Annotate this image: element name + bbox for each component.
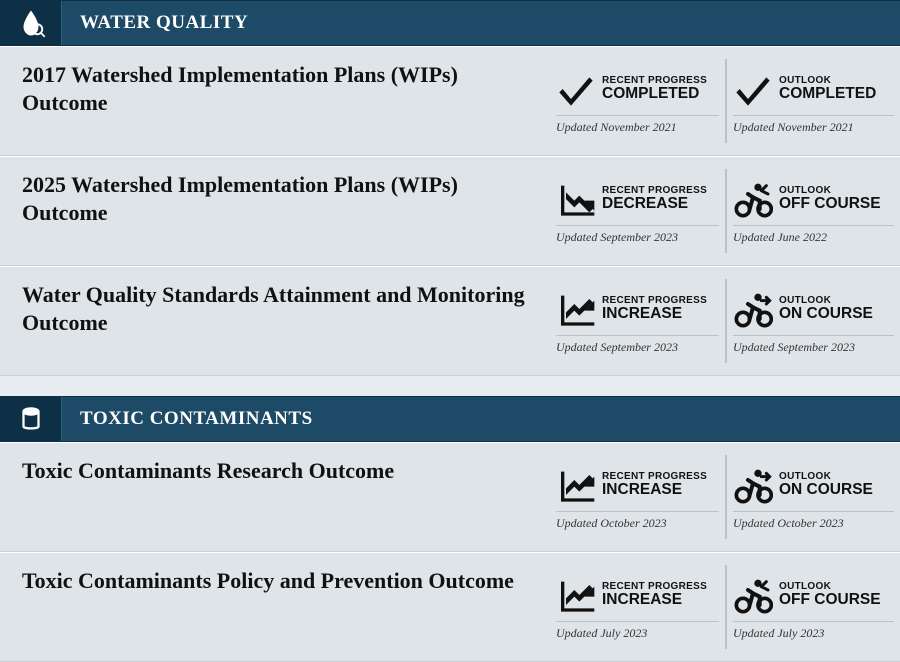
section-title: TOXIC CONTAMINANTS — [62, 408, 313, 430]
outcome-title: Water Quality Standards Attainment and M… — [0, 267, 550, 375]
increase-icon — [556, 465, 596, 505]
outlook-value: COMPLETED — [779, 86, 876, 102]
section-header: WATER QUALITY — [0, 0, 900, 46]
progress-updated: Updated September 2023 — [556, 335, 719, 355]
outcome-row: Toxic Contaminants Policy and Prevention… — [0, 552, 900, 662]
outlook-value: OFF COURSE — [779, 196, 881, 212]
outcome-row: Toxic Contaminants Research Outcome RECE… — [0, 442, 900, 552]
outcome-title: Toxic Contaminants Policy and Prevention… — [0, 553, 550, 661]
outlook-col: OUTLOOK COMPLETED Updated November 2021 — [725, 59, 900, 143]
recent-progress-value: INCREASE — [602, 482, 707, 498]
outlook-updated: Updated November 2021 — [733, 115, 894, 135]
section-gap — [0, 376, 900, 396]
outcome-title: 2017 Watershed Implementation Plans (WIP… — [0, 47, 550, 155]
section-icon — [0, 397, 62, 441]
outlook-col: OUTLOOK OFF COURSE Updated July 2023 — [725, 565, 900, 649]
recent-progress-col: RECENT PROGRESS INCREASE Updated July 20… — [550, 553, 725, 661]
outcome-row: 2025 Watershed Implementation Plans (WIP… — [0, 156, 900, 266]
decrease-icon — [556, 179, 596, 219]
checkmark-icon — [733, 69, 773, 109]
off_course-icon — [733, 179, 773, 219]
recent-progress-col: RECENT PROGRESS INCREASE Updated October… — [550, 443, 725, 551]
section-header: TOXIC CONTAMINANTS — [0, 396, 900, 442]
outlook-col: OUTLOOK OFF COURSE Updated June 2022 — [725, 169, 900, 253]
outcome-title: Toxic Contaminants Research Outcome — [0, 443, 550, 551]
recent-progress-col: RECENT PROGRESS COMPLETED Updated Novemb… — [550, 47, 725, 155]
progress-updated: Updated July 2023 — [556, 621, 719, 641]
outcome-row: Water Quality Standards Attainment and M… — [0, 266, 900, 376]
checkmark-icon — [556, 69, 596, 109]
section-icon — [0, 1, 62, 45]
outlook-value: OFF COURSE — [779, 592, 881, 608]
outlook-label: OUTLOOK — [779, 582, 881, 593]
outlook-value: ON COURSE — [779, 306, 873, 322]
outlook-updated: Updated September 2023 — [733, 335, 894, 355]
progress-updated: Updated November 2021 — [556, 115, 719, 135]
on_course-icon — [733, 465, 773, 505]
increase-icon — [556, 289, 596, 329]
outlook-col: OUTLOOK ON COURSE Updated October 2023 — [725, 455, 900, 539]
on_course-icon — [733, 289, 773, 329]
outcome-title: 2025 Watershed Implementation Plans (WIP… — [0, 157, 550, 265]
section-title: WATER QUALITY — [62, 12, 248, 34]
recent-progress-col: RECENT PROGRESS INCREASE Updated Septemb… — [550, 267, 725, 375]
recent-progress-col: RECENT PROGRESS DECREASE Updated Septemb… — [550, 157, 725, 265]
recent-progress-value: COMPLETED — [602, 86, 707, 102]
outlook-col: OUTLOOK ON COURSE Updated September 2023 — [725, 279, 900, 363]
recent-progress-value: DECREASE — [602, 196, 707, 212]
outlook-value: ON COURSE — [779, 482, 873, 498]
outlook-updated: Updated July 2023 — [733, 621, 894, 641]
recent-progress-label: RECENT PROGRESS — [602, 582, 707, 593]
progress-updated: Updated September 2023 — [556, 225, 719, 245]
recent-progress-value: INCREASE — [602, 306, 707, 322]
outlook-updated: Updated October 2023 — [733, 511, 894, 531]
off_course-icon — [733, 575, 773, 615]
progress-updated: Updated October 2023 — [556, 511, 719, 531]
increase-icon — [556, 575, 596, 615]
outlook-updated: Updated June 2022 — [733, 225, 894, 245]
recent-progress-value: INCREASE — [602, 592, 707, 608]
outcome-row: 2017 Watershed Implementation Plans (WIP… — [0, 46, 900, 156]
dashboard-root: WATER QUALITY 2017 Watershed Implementat… — [0, 0, 900, 662]
